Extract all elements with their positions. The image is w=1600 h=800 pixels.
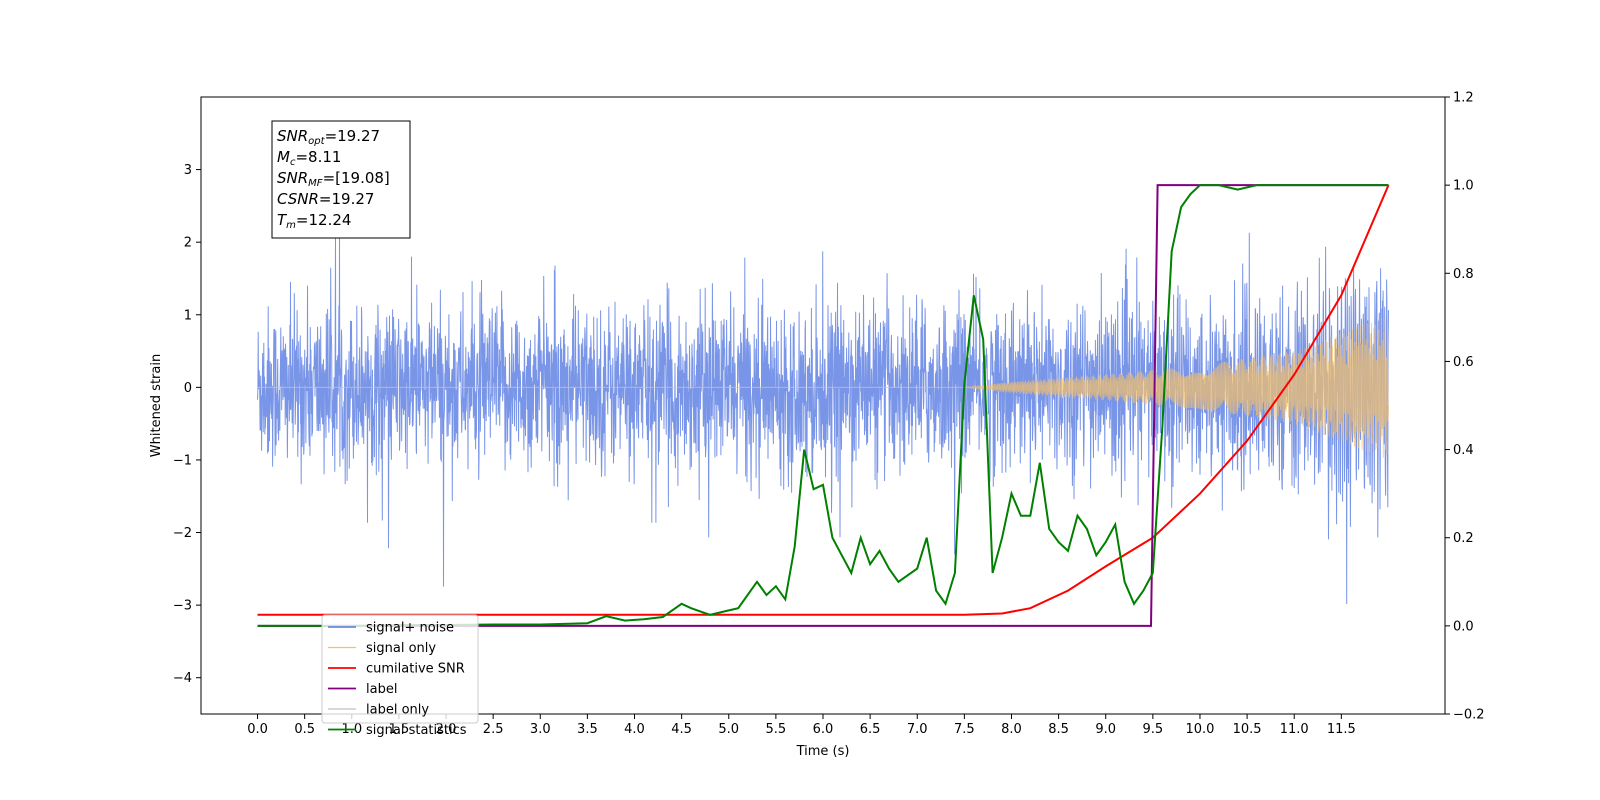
legend-label: label — [366, 682, 397, 697]
x-tick-label: 2.5 — [483, 722, 504, 737]
x-tick-label: 10.5 — [1233, 722, 1262, 737]
x-tick-label: 5.5 — [766, 722, 787, 737]
x-tick-label: 7.5 — [954, 722, 975, 737]
x-tick-label: 9.0 — [1095, 722, 1116, 737]
x-tick-label: 6.5 — [860, 722, 881, 737]
x-tick-label: 0.5 — [294, 722, 315, 737]
y-tick-label: 0 — [184, 381, 192, 396]
y-tick-label: 2 — [184, 236, 192, 251]
legend-label: signal statistics — [366, 723, 467, 738]
legend-frame — [321, 614, 479, 724]
legend-label: signal only — [366, 641, 436, 656]
y2-tick-label: −0.2 — [1453, 708, 1485, 723]
series-signal-only — [257, 317, 1389, 458]
y2-tick-label: 1.2 — [1453, 91, 1474, 106]
y-tick-label: −3 — [173, 599, 192, 614]
legend: signal+ noise signal only cumilative SNR la… — [321, 614, 479, 738]
x-tick-label: 4.5 — [671, 722, 692, 737]
x-tick-label: 7.0 — [907, 722, 928, 737]
x-tick-label: 10.0 — [1185, 722, 1214, 737]
x-tick-label: 11.5 — [1327, 722, 1356, 737]
y-tick-label: 3 — [184, 163, 192, 178]
x-tick-label: 9.5 — [1143, 722, 1164, 737]
legend-label: cumilative SNR — [366, 662, 465, 677]
y-tick-label: −4 — [173, 671, 192, 686]
x-tick-label: 5.0 — [718, 722, 739, 737]
x-tick-label: 11.0 — [1280, 722, 1309, 737]
x-tick-label: 8.0 — [1001, 722, 1022, 737]
x-tick-label: 2.0 — [436, 722, 457, 737]
plot-area — [257, 184, 1390, 627]
x-tick-label: 0.0 — [247, 722, 268, 737]
y-axis-label: Whitened strain — [149, 354, 164, 457]
annotation-snr_opt: SNRopt=19.27 — [277, 127, 380, 147]
x-axis-label: Time (s) — [796, 744, 850, 759]
legend-label: signal+ noise — [366, 621, 454, 636]
y2-tick-label: 0.6 — [1453, 355, 1474, 370]
annotation-frame — [271, 120, 411, 239]
annotation-mc: Mc=8.11 — [277, 148, 341, 168]
axes: 0.0 0.5 1.0 1.5 2.0 2.5 3.0 3.5 4.0 4.5 5.0 5.5 6.0 6… — [149, 91, 1485, 760]
y2-tick-label: 0.8 — [1453, 267, 1474, 282]
y2-tick-label: 0.0 — [1453, 619, 1474, 634]
series-cumilative-snr — [257, 184, 1390, 616]
x-tick-label: 6.0 — [813, 722, 834, 737]
y2-tick-label: 1.0 — [1453, 179, 1474, 194]
legend-label: label only — [366, 703, 429, 718]
annotation-csnr: CSNR=19.27 — [277, 190, 374, 208]
y-tick-label: −1 — [173, 453, 192, 468]
annotation-tm: Tm=12.24 — [277, 211, 351, 231]
y-tick-label: −2 — [173, 526, 192, 541]
y-tick-label: 1 — [184, 308, 192, 323]
series-signal-statistics — [257, 184, 1389, 627]
x-tick-label: 1.5 — [389, 722, 410, 737]
x-tick-label: 3.5 — [577, 722, 598, 737]
series-signal-noise — [257, 232, 1389, 605]
y2-tick-label: 0.4 — [1453, 443, 1474, 458]
annotation-snr_mf: SNRMF=[19.08] — [277, 169, 390, 189]
x-tick-label: 8.5 — [1048, 722, 1069, 737]
y2-tick-label: 0.2 — [1453, 531, 1474, 546]
x-tick-label: 4.0 — [624, 722, 645, 737]
x-tick-label: 3.0 — [530, 722, 551, 737]
annotation-box: SNRopt=19.27Mc=8.11SNRMF=[19.08]CSNR=19.… — [271, 120, 411, 239]
